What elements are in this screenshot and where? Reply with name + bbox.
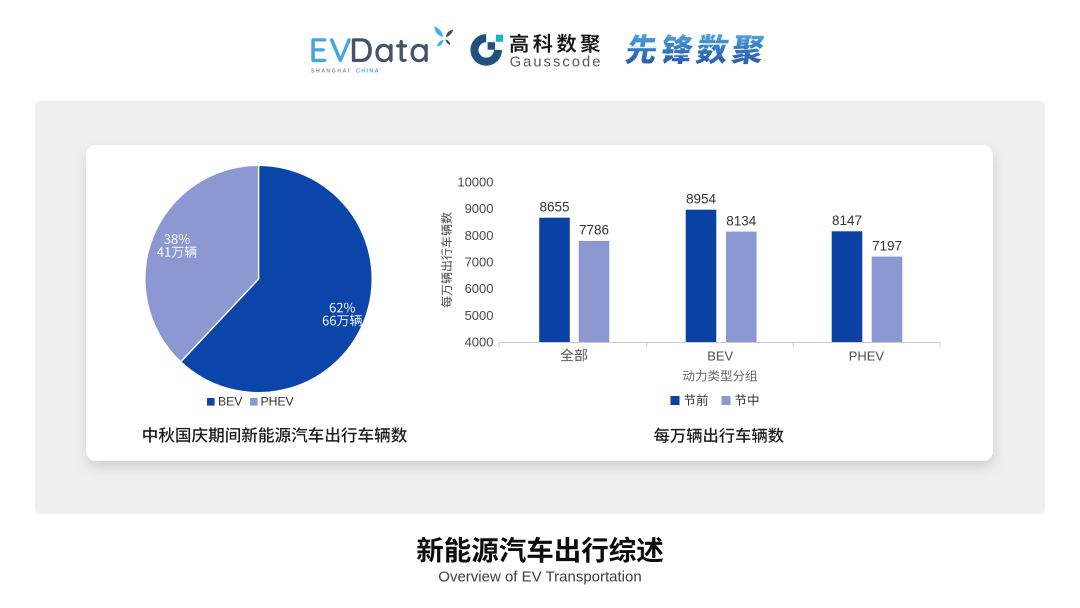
svg-text:Overview of EV Transportation: Overview of EV Transportation — [438, 569, 641, 586]
svg-text:Gausscode: Gausscode — [510, 54, 603, 70]
svg-text:PHEV: PHEV — [261, 394, 295, 408]
svg-text:BEV: BEV — [707, 349, 733, 364]
svg-text:4000: 4000 — [465, 335, 494, 350]
svg-text:7000: 7000 — [465, 255, 494, 270]
svg-text:6000: 6000 — [465, 281, 494, 296]
svg-text:9000: 9000 — [465, 201, 494, 216]
svg-text:10000: 10000 — [457, 174, 493, 189]
svg-text:8954: 8954 — [686, 192, 717, 207]
svg-text:SHANGHAI: SHANGHAI — [311, 68, 351, 74]
svg-text:7786: 7786 — [579, 223, 609, 238]
svg-text:CHINA: CHINA — [356, 68, 380, 74]
svg-text:PHEV: PHEV — [849, 349, 885, 364]
svg-text:8147: 8147 — [832, 213, 862, 228]
svg-text:7197: 7197 — [872, 238, 902, 253]
svg-text:BEV: BEV — [218, 394, 243, 408]
svg-text:5000: 5000 — [465, 308, 494, 323]
svg-text:8134: 8134 — [726, 213, 757, 228]
svg-text:8000: 8000 — [465, 228, 494, 243]
svg-text:8655: 8655 — [539, 200, 569, 215]
